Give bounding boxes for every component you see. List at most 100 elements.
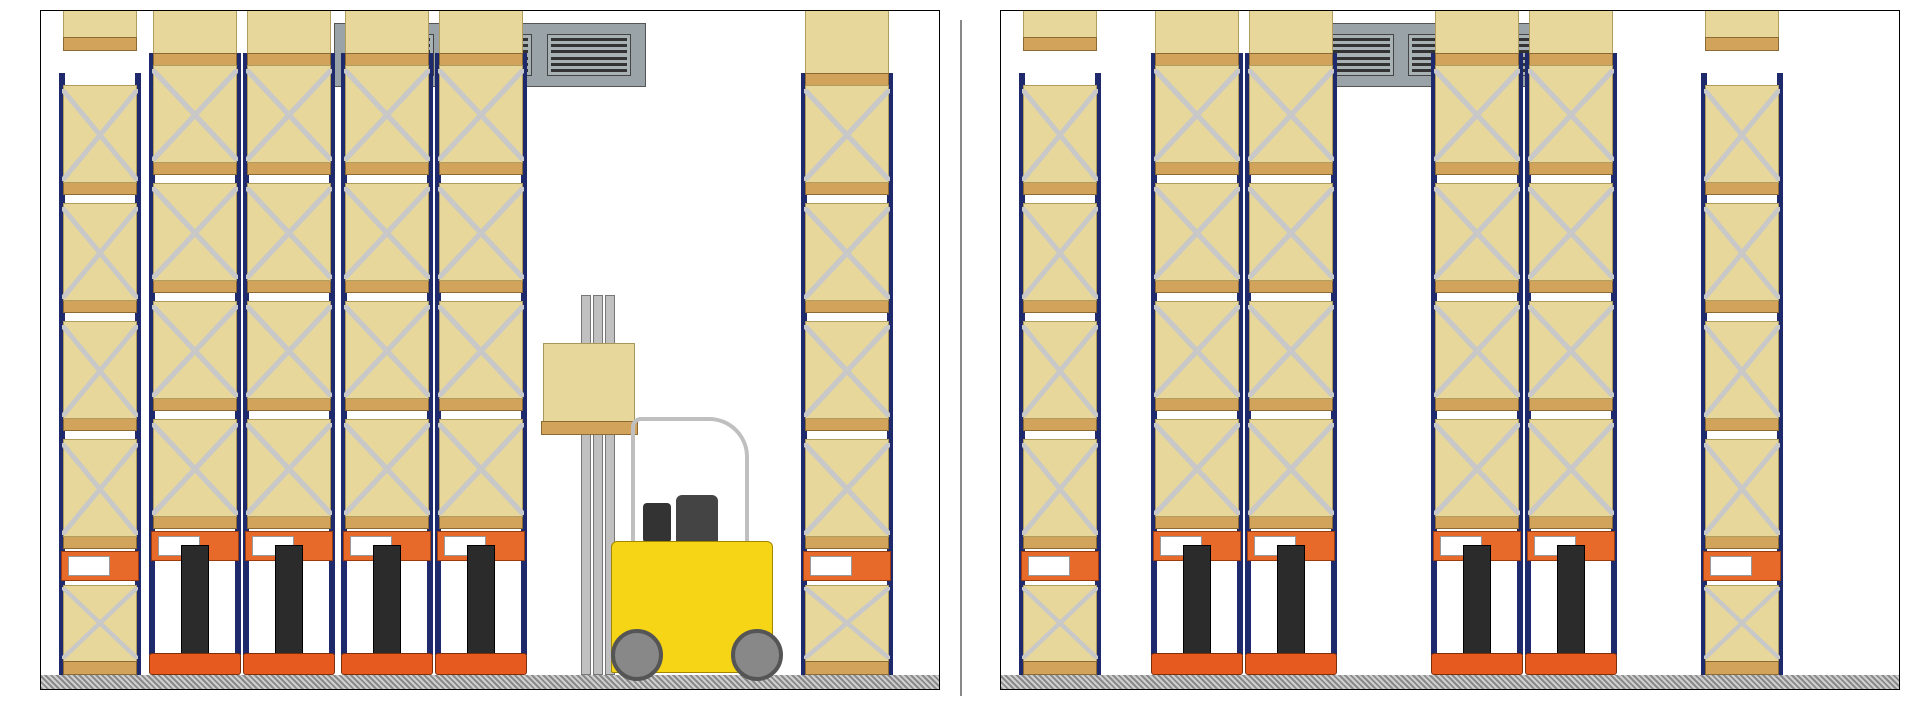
- rack-cross-brace: [1248, 423, 1334, 515]
- rack-cross-brace: [344, 423, 430, 515]
- rack-cross-brace: [62, 587, 138, 659]
- rack-cross-brace: [1434, 69, 1520, 161]
- beam-pallet: [63, 535, 137, 549]
- rack-cross-brace: [804, 89, 890, 181]
- beam-pallet: [1705, 417, 1779, 431]
- beam-pallet: [805, 535, 889, 549]
- rack-cross-brace: [1248, 69, 1334, 161]
- beam-pallet: [439, 161, 523, 175]
- mobile-base-carriage: [1245, 653, 1337, 675]
- beam-pallet: [63, 299, 137, 313]
- pallet-rack: [1701, 73, 1783, 675]
- beam-pallet: [345, 161, 429, 175]
- beam-pallet: [345, 397, 429, 411]
- beam-pallet: [439, 397, 523, 411]
- pallet-rack: [435, 53, 527, 675]
- rack-cross-brace: [62, 207, 138, 299]
- rack-label: [810, 556, 852, 576]
- bottom-pallet: [63, 661, 137, 675]
- top-pallet-load: [439, 10, 523, 55]
- pallet-rack: [1019, 73, 1101, 675]
- top-pallet: [1705, 37, 1779, 51]
- forklift-raised-load: [543, 343, 635, 423]
- rack-cross-brace: [344, 69, 430, 161]
- pallet-rack: [243, 53, 335, 675]
- beam-pallet: [247, 397, 331, 411]
- beam-pallet: [153, 161, 237, 175]
- bottom-pallet: [805, 661, 889, 675]
- rack-cross-brace: [62, 89, 138, 181]
- beam-pallet: [63, 417, 137, 431]
- mobile-base-column: [1557, 545, 1585, 657]
- rack-cross-brace: [804, 325, 890, 417]
- rack-cross-brace: [1022, 325, 1098, 417]
- beam-pallet: [1249, 279, 1333, 293]
- rack-safety-bar: [61, 551, 139, 581]
- top-pallet-load: [247, 10, 331, 55]
- mobile-base-carriage: [1431, 653, 1523, 675]
- mobile-base-carriage: [1525, 653, 1617, 675]
- rack-cross-brace: [1154, 423, 1240, 515]
- rack-cross-brace: [1434, 423, 1520, 515]
- rack-cross-brace: [152, 423, 238, 515]
- mobile-base-column: [275, 545, 303, 657]
- rack-cross-brace: [246, 423, 332, 515]
- top-pallet-load: [345, 10, 429, 55]
- mobile-base-column: [1463, 545, 1491, 657]
- mobile-base-column: [1277, 545, 1305, 657]
- beam-pallet: [1529, 397, 1613, 411]
- beam-pallet: [153, 279, 237, 293]
- beam-pallet: [805, 417, 889, 431]
- rack-cross-brace: [246, 187, 332, 279]
- bottom-pallet: [1023, 661, 1097, 675]
- rack-cross-brace: [1528, 69, 1614, 161]
- beam-pallet: [1705, 181, 1779, 195]
- pallet-rack: [1525, 53, 1617, 675]
- beam-pallet: [1705, 299, 1779, 313]
- beam-pallet: [1023, 535, 1097, 549]
- beam-pallet: [1249, 397, 1333, 411]
- mobile-base-column: [1183, 545, 1211, 657]
- rack-cross-brace: [344, 187, 430, 279]
- beam-pallet: [439, 279, 523, 293]
- top-pallet-load: [1249, 10, 1333, 55]
- rack-safety-bar: [803, 551, 891, 581]
- beam-pallet: [153, 515, 237, 529]
- beam-pallet: [153, 397, 237, 411]
- top-pallet-load: [153, 10, 237, 55]
- warehouse-stage: [40, 10, 940, 690]
- forklift-raised-pallet: [541, 421, 638, 435]
- mobile-base-carriage: [1151, 653, 1243, 675]
- bottom-pallet: [1705, 661, 1779, 675]
- rack-cross-brace: [1704, 89, 1780, 181]
- rack-cross-brace: [1434, 187, 1520, 279]
- mobile-base-column: [181, 545, 209, 657]
- rack-label: [68, 556, 110, 576]
- beam-pallet: [1529, 515, 1613, 529]
- rack-cross-brace: [804, 443, 890, 535]
- top-pallet: [1023, 37, 1097, 51]
- forklift-wheel: [611, 629, 663, 681]
- pallet-rack: [1151, 53, 1243, 675]
- beam-pallet: [63, 181, 137, 195]
- top-pallet: [63, 37, 137, 51]
- rack-cross-brace: [438, 423, 524, 515]
- beam-pallet: [1155, 279, 1239, 293]
- rack-cross-brace: [438, 305, 524, 397]
- rack-cross-brace: [1704, 325, 1780, 417]
- rack-cross-brace: [246, 69, 332, 161]
- top-pallet-load: [1705, 10, 1779, 39]
- rack-label: [1710, 556, 1752, 576]
- rack-cross-brace: [62, 325, 138, 417]
- rack-cross-brace: [1704, 587, 1780, 659]
- beam-pallet: [1705, 535, 1779, 549]
- rack-cross-brace: [1704, 207, 1780, 299]
- hvac-grille: [547, 34, 631, 76]
- rack-cross-brace: [804, 587, 890, 659]
- top-pallet-load: [805, 10, 889, 75]
- top-pallet-load: [1529, 10, 1613, 55]
- rack-cross-brace: [152, 305, 238, 397]
- rack-cross-brace: [1528, 305, 1614, 397]
- beam-pallet: [1529, 161, 1613, 175]
- top-pallet-load: [1155, 10, 1239, 55]
